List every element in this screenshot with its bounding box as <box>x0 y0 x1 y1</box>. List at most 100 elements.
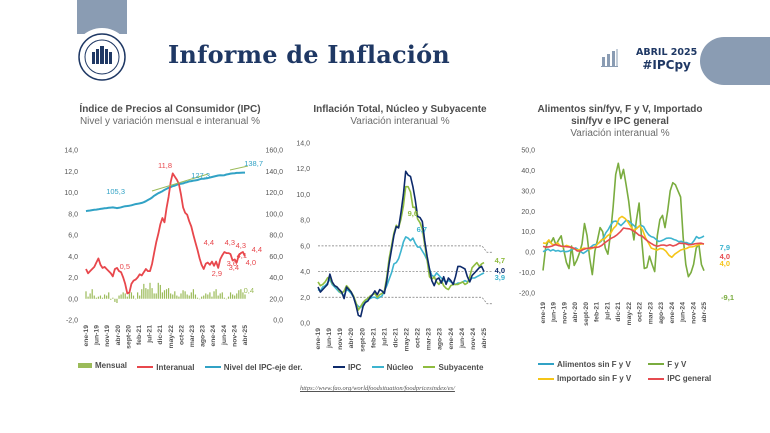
chart2-xtick-label: nov-24 <box>470 328 477 350</box>
chart3-ytick-label: -20,0 <box>519 291 535 298</box>
chart2-xtick-label: ene-24 <box>448 328 455 350</box>
mensual-bar <box>95 297 97 299</box>
trend-arrow <box>151 173 209 192</box>
mensual-bar <box>87 296 89 299</box>
nivel-ipc-line <box>85 171 245 213</box>
chart1-data-label: 2,9 <box>212 269 222 278</box>
legend-swatch-importado <box>538 377 554 380</box>
mensual-bar <box>190 292 192 299</box>
mensual-bar <box>244 294 246 299</box>
chart1-data-label: 3,4 <box>229 263 239 272</box>
edition-month: ABRIL 2025 <box>636 47 698 58</box>
chart3-ytick-label: 40,0 <box>521 168 535 175</box>
mensual-bar <box>120 294 122 299</box>
source-link[interactable]: https://www.fao.org/worldfoodsituation/f… <box>300 385 455 392</box>
chart3-ytick-label: 20,0 <box>521 209 535 216</box>
chart1-data-label: 11,8 <box>158 161 172 170</box>
mensual-bar <box>229 292 232 299</box>
chart1-y2tick-label: 160,0 <box>265 148 283 155</box>
chart1-title: Índice de Precios al Consumidor (IPC) <box>79 104 261 115</box>
mensual-bar <box>167 288 170 299</box>
mensual-bar <box>178 296 180 299</box>
chart1-data-label: 4,3 <box>225 238 235 247</box>
chart2-xtick-label: feb-21 <box>370 328 377 348</box>
legend-item-importado: Importado sin F y V <box>538 372 638 385</box>
mensual-bar <box>112 297 114 299</box>
chart3-ytick-label: -10,0 <box>519 270 535 277</box>
chart1-ytick-label: 10,0 <box>64 190 78 197</box>
chart1-ytick-label: 6,0 <box>68 233 78 240</box>
chart2-xtick-label: sept-20 <box>359 328 366 352</box>
chart1-data-label: 105,3 <box>106 187 125 196</box>
chart1-ytick-label: 4,0 <box>68 254 78 261</box>
chart3-series-line <box>542 227 705 252</box>
chart1-xtick-label: ago-23 <box>200 325 207 347</box>
mensual-bar <box>194 294 197 299</box>
chart2-data-label: 4,7 <box>495 256 505 265</box>
chart2-xtick-label: abr-25 <box>481 328 488 349</box>
mensual-bar <box>182 290 184 299</box>
chart3-xtick-label: mar-23 <box>647 302 654 325</box>
brand-right-tab <box>700 37 770 85</box>
chart1-data-label: 127,3 <box>191 171 210 180</box>
chart3-data-label: 7,9 <box>720 243 730 252</box>
mensual-bar <box>93 295 95 299</box>
chart1-data-label: 4,4 <box>252 245 262 254</box>
mensual-bar <box>89 293 91 299</box>
mensual-bar <box>91 289 93 299</box>
mensual-bar <box>217 295 219 299</box>
chart1-data-label: 4,0 <box>246 258 256 267</box>
mensual-bar <box>124 293 126 299</box>
chart3-legend: Alimentos sin F y V F y V Importado sin … <box>538 356 738 385</box>
mensual-bar <box>101 297 104 299</box>
chart1-xtick-label: may-22 <box>168 325 175 349</box>
chart1-xtick-label: nov-24 <box>231 325 238 347</box>
chart3-subtitle: Variación interanual % <box>570 128 670 139</box>
chart2-legend: IPC Núcleo Subyacente <box>333 361 491 372</box>
chart3-xtick-label: nov-24 <box>690 302 697 324</box>
chart2-xtick-label: dic-21 <box>392 328 399 348</box>
chart2-heading: Inflación Total, Núcleo y Subyacente Var… <box>300 104 500 128</box>
chart1-xtick-label: abr-25 <box>242 325 249 346</box>
chart3-ytick-label: 30,0 <box>521 188 535 195</box>
legend-item-interanual: Interanual <box>137 363 194 372</box>
mensual-bar <box>221 292 223 299</box>
legend-swatch-interanual <box>137 366 154 368</box>
mensual-bar <box>122 292 124 299</box>
mensual-bar <box>99 295 102 299</box>
mensual-bar <box>85 291 87 299</box>
chart2-ytick-label: 14,0 <box>296 141 310 148</box>
chart1-xtick-label: abr-20 <box>115 325 122 346</box>
mensual-bar <box>155 293 157 299</box>
chart3-xtick-label: jun-24 <box>680 302 687 323</box>
chart3-xtick-label: oct-22 <box>637 302 644 322</box>
mensual-bar <box>184 291 186 299</box>
mensual-bar <box>170 293 172 299</box>
mensual-bar <box>114 298 116 302</box>
mensual-bar <box>215 289 217 299</box>
mensual-bar <box>213 291 215 299</box>
bar-chart-icon <box>601 49 618 67</box>
chart3-xtick-label: jun-19 <box>551 302 558 323</box>
chart3-xtick-label: abr-20 <box>572 302 579 323</box>
legend-swatch-ipc-general <box>648 377 665 380</box>
chart3-data-label: 4,0 <box>720 252 730 261</box>
page-title: Informe de Inflación <box>168 40 450 69</box>
chart2-xtick-label: jul-21 <box>381 328 388 347</box>
chart3-xtick-label: abr-25 <box>701 302 708 323</box>
edition-label: ABRIL 2025 #IPCpy <box>636 47 697 71</box>
chart1-xtick-label: nov-19 <box>104 325 111 347</box>
mensual-bar <box>207 294 209 299</box>
chart1-ytick-label: 0,0 <box>68 296 78 303</box>
legend-swatch-ipc <box>333 366 345 368</box>
legend-swatch-alimentos <box>538 363 554 365</box>
legend-item-fyv: F y V <box>648 358 686 371</box>
chart2-title: Inflación Total, Núcleo y Subyacente <box>313 104 487 115</box>
chart1-y2tick-label: 60,0 <box>269 254 283 261</box>
mensual-bar <box>180 293 182 299</box>
mensual-bar <box>219 293 221 299</box>
trend-arrow <box>229 165 249 171</box>
chart3-title-line2: sin/fyv e IPC general <box>571 116 669 127</box>
chart2-ytick-label: 12,0 <box>296 166 310 173</box>
chart1-xtick-label: ene-19 <box>83 325 90 347</box>
